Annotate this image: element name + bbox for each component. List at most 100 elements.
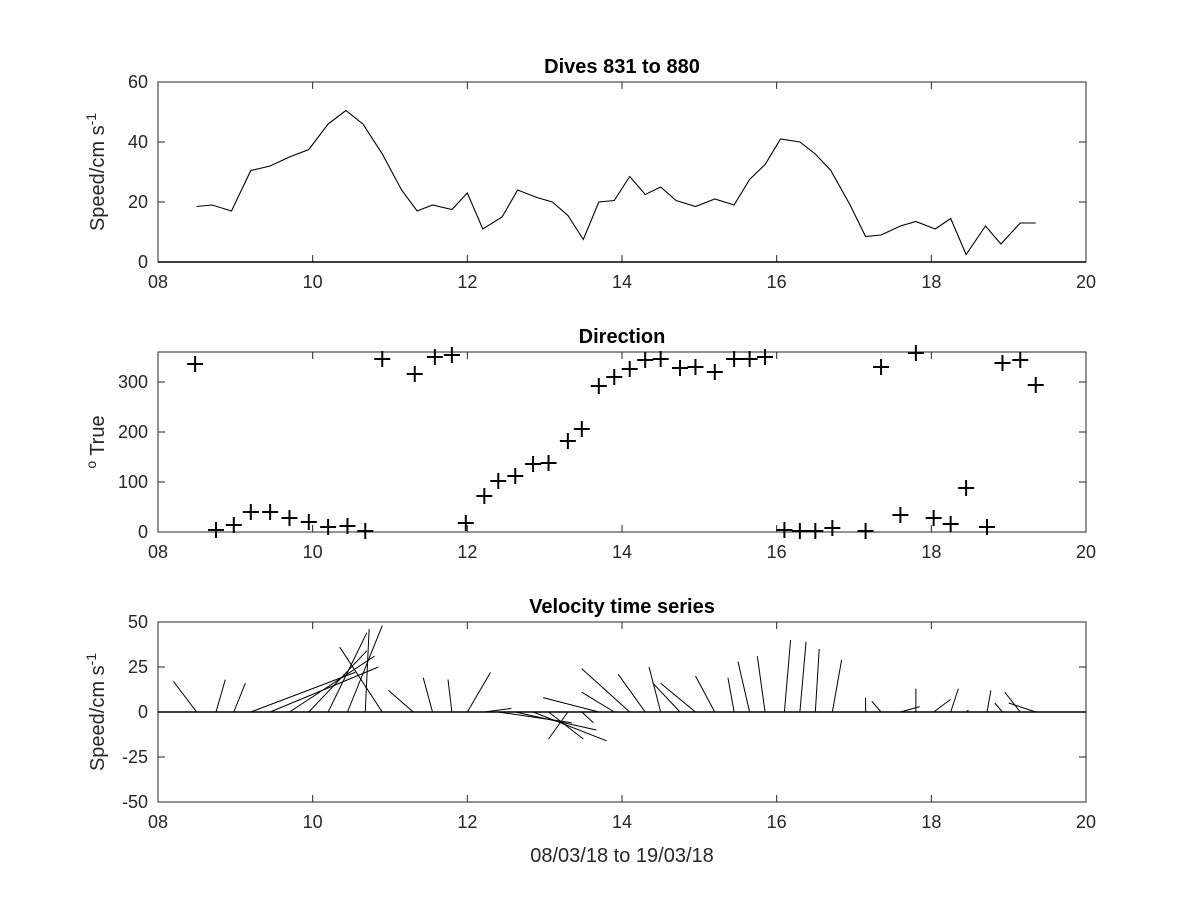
x-tick-label: 10 bbox=[303, 812, 323, 832]
axes-box bbox=[157, 351, 1087, 533]
direction-point bbox=[606, 369, 623, 385]
direction-point bbox=[706, 364, 723, 380]
velocity-stick bbox=[173, 681, 198, 713]
x-tick-label: 14 bbox=[612, 542, 632, 562]
velocity-stick bbox=[900, 706, 920, 713]
velocity-stick bbox=[289, 655, 375, 713]
x-tick-label: 18 bbox=[921, 812, 941, 832]
direction-point bbox=[873, 359, 890, 375]
direction-point bbox=[621, 361, 638, 377]
direction-point bbox=[925, 510, 942, 526]
direction-point bbox=[406, 366, 423, 382]
direction-point bbox=[776, 522, 793, 538]
velocity-stick bbox=[339, 646, 383, 713]
velocity-stick bbox=[617, 673, 646, 713]
axes-box bbox=[157, 81, 1087, 263]
velocity-stick bbox=[484, 707, 512, 713]
x-tick-label: 16 bbox=[767, 812, 787, 832]
y-axis-label-text: Speed/cm s bbox=[87, 665, 109, 771]
velocity-stick bbox=[364, 629, 370, 713]
x-tick-label: 10 bbox=[303, 542, 323, 562]
y-axis-label: Speed/cm s-1 bbox=[83, 653, 109, 771]
direction-point bbox=[187, 356, 204, 372]
direction-point bbox=[507, 468, 524, 484]
velocity-stick bbox=[581, 668, 631, 713]
chart-title: Direction bbox=[579, 326, 666, 348]
chart-panel-1: 08 10 12 14 16 18 20 0 20 40 60 Dives 831 to 880 Spe… bbox=[83, 56, 1096, 292]
y-tick-label: 40 bbox=[128, 132, 148, 152]
direction-point bbox=[652, 351, 669, 367]
y-tick-label: 50 bbox=[128, 612, 148, 632]
velocity-stick bbox=[548, 711, 569, 740]
direction-point bbox=[242, 504, 259, 520]
velocity-stick bbox=[737, 661, 751, 713]
speed-series-line bbox=[196, 109, 1036, 256]
direction-point bbox=[476, 488, 493, 504]
direction-point bbox=[374, 351, 391, 367]
velocity-stick bbox=[783, 639, 792, 713]
direction-point bbox=[791, 523, 808, 539]
direction-point bbox=[426, 349, 443, 365]
direction-point bbox=[1027, 377, 1044, 393]
chart-panel-3: 08 10 12 14 16 18 20 -50 -25 0 25 50 Velocity time s… bbox=[83, 596, 1096, 867]
direction-point bbox=[807, 523, 824, 539]
velocity-stick bbox=[388, 690, 414, 713]
x-tick-label: 12 bbox=[457, 542, 477, 562]
velocity-stick bbox=[327, 632, 368, 713]
direction-point bbox=[540, 455, 557, 471]
direction-point bbox=[637, 352, 654, 368]
direction-point bbox=[559, 433, 576, 449]
chart-title: Velocity time series bbox=[529, 596, 715, 618]
direction-point bbox=[726, 351, 743, 367]
velocity-stick bbox=[542, 697, 599, 713]
direction-point bbox=[573, 421, 590, 437]
velocity-stick bbox=[347, 625, 383, 713]
y-tick-label: 60 bbox=[128, 72, 148, 92]
y-tick-label: -50 bbox=[122, 792, 148, 812]
velocity-stick bbox=[799, 641, 807, 713]
y-axis-label-text: Speed/cm s bbox=[87, 125, 109, 231]
x-tick-label: 10 bbox=[303, 272, 323, 292]
y-axis-label-text: True bbox=[87, 415, 109, 455]
velocity-stick bbox=[548, 711, 584, 740]
y-axis-label-superscript: -1 bbox=[83, 113, 99, 126]
velocity-stick bbox=[308, 650, 368, 713]
velocity-stick bbox=[581, 691, 615, 713]
direction-point bbox=[443, 347, 460, 363]
velocity-stick bbox=[831, 659, 843, 713]
direction-point bbox=[281, 510, 298, 526]
direction-point bbox=[907, 345, 924, 361]
x-tick-label: 20 bbox=[1076, 272, 1096, 292]
x-tick-label: 20 bbox=[1076, 812, 1096, 832]
x-tick-label: 14 bbox=[612, 272, 632, 292]
y-axis-label: o True bbox=[83, 415, 109, 468]
direction-point bbox=[225, 517, 242, 533]
x-tick-label: 12 bbox=[457, 812, 477, 832]
x-axis-label: 08/03/18 to 19/03/18 bbox=[530, 845, 714, 867]
velocity-stick bbox=[532, 711, 607, 742]
direction-point bbox=[1012, 352, 1029, 368]
x-tick-label: 18 bbox=[921, 542, 941, 562]
velocity-stick bbox=[233, 683, 246, 713]
x-tick-label: 16 bbox=[767, 272, 787, 292]
velocity-stick bbox=[727, 677, 735, 713]
direction-point bbox=[457, 515, 474, 531]
velocity-stick bbox=[447, 679, 453, 713]
velocity-stick bbox=[871, 700, 882, 713]
y-tick-label: 0 bbox=[138, 252, 148, 272]
y-tick-label: 25 bbox=[128, 657, 148, 677]
y-tick-label: 200 bbox=[118, 422, 148, 442]
velocity-stick bbox=[648, 666, 662, 713]
direction-point bbox=[857, 523, 874, 539]
velocity-stick bbox=[994, 702, 1003, 713]
y-tick-label: 20 bbox=[128, 192, 148, 212]
direction-point bbox=[339, 518, 356, 534]
x-tick-label: 18 bbox=[921, 272, 941, 292]
velocity-stick bbox=[660, 682, 696, 713]
y-tick-label: 300 bbox=[118, 372, 148, 392]
y-tick-label: 0 bbox=[138, 702, 148, 722]
velocity-stick bbox=[215, 679, 226, 713]
x-tick-label: 08 bbox=[148, 812, 168, 832]
direction-point bbox=[208, 522, 224, 538]
direction-point bbox=[687, 359, 704, 375]
